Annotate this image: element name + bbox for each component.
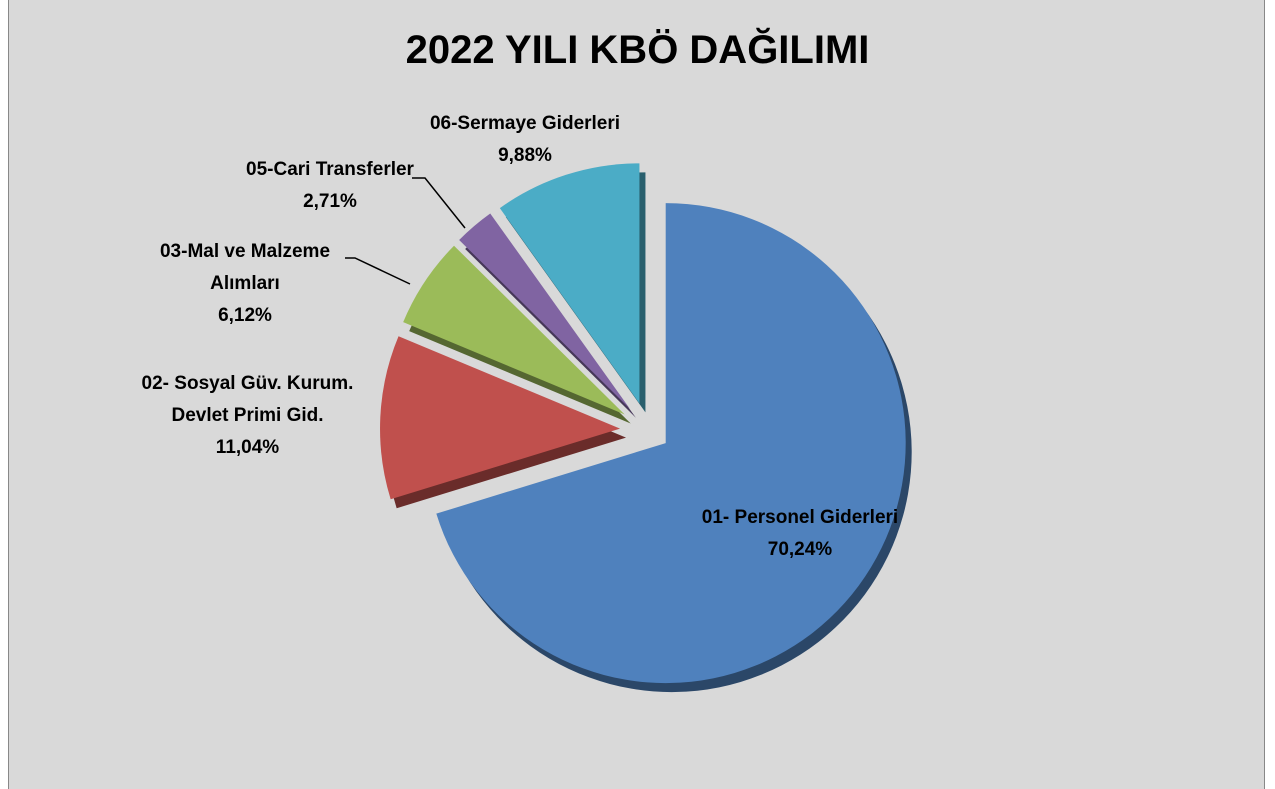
leader-line bbox=[412, 177, 466, 229]
data-label: 02- Sosyal Güv. Kurum. Devlet Primi Gid.… bbox=[135, 368, 360, 464]
slice bbox=[403, 245, 625, 415]
data-label: 05-Cari Transferler 2,71% bbox=[190, 154, 470, 218]
category-label: 06-Sermaye Giderleri bbox=[429, 113, 621, 134]
value-label: 70,24% bbox=[767, 539, 833, 560]
slice bbox=[499, 163, 640, 404]
leader-line bbox=[345, 257, 411, 285]
data-label: 01- Personel Giderleri 70,24% bbox=[690, 502, 910, 566]
chart-title: 2022 YILI KBÖ DAĞILIMI bbox=[405, 28, 870, 72]
data-label: 03-Mal ve Malzeme Alımları 6,12% bbox=[130, 236, 360, 332]
category-label: 02- Sosyal Güv. Kurum. Devlet Primi Gid. bbox=[141, 373, 354, 426]
value-label: 2,71% bbox=[303, 191, 357, 212]
category-label: 03-Mal ve Malzeme Alımları bbox=[159, 241, 331, 294]
value-label: 9,88% bbox=[498, 145, 552, 166]
value-label: 6,12% bbox=[218, 305, 272, 326]
category-label: 01- Personel Giderleri bbox=[701, 507, 899, 528]
slice bbox=[380, 336, 621, 500]
slice bbox=[436, 203, 906, 684]
category-label: 05-Cari Transferler bbox=[246, 159, 414, 180]
value-label: 11,04% bbox=[215, 437, 280, 458]
slice bbox=[459, 213, 630, 409]
data-label: 06-Sermaye Giderleri 9,88% bbox=[360, 108, 690, 172]
